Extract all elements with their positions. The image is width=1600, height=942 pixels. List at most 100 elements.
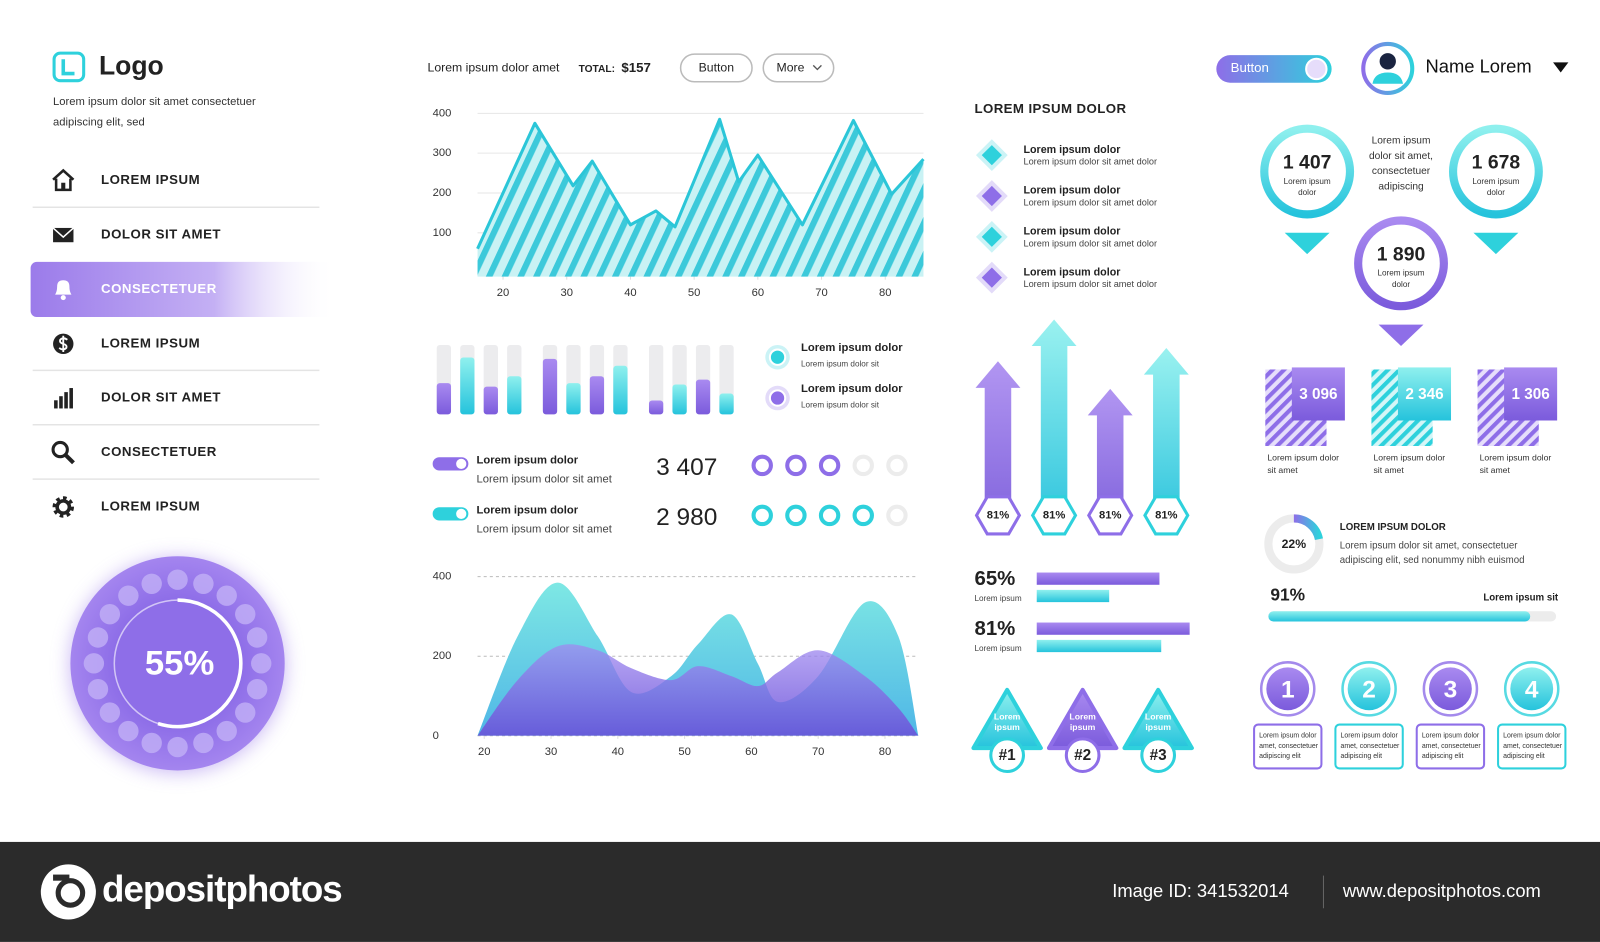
menu-item: CONSECTETUER — [101, 444, 217, 459]
rating-dot — [751, 454, 773, 477]
stat-toggle-knob — [456, 508, 467, 519]
menu-item: CONSECTETUER — [101, 281, 217, 296]
y-tick-label: 300 — [433, 147, 452, 159]
gauge-dot — [167, 736, 188, 758]
pin-pointer — [1473, 232, 1519, 255]
button[interactable] — [762, 53, 835, 83]
tile-value: 1 306 — [1511, 386, 1549, 403]
hbar-text: Lorem ipsum — [974, 644, 1021, 653]
gauge-dot — [246, 678, 268, 700]
button-label[interactable]: More — [777, 61, 805, 75]
toggle-knob — [1305, 57, 1328, 81]
gauge-dot — [83, 653, 105, 674]
gauge-dot — [246, 627, 268, 648]
pin-pointer — [1284, 232, 1330, 255]
tile-text: sit amet — [1373, 465, 1404, 475]
footer-logo — [40, 864, 96, 920]
x-tick-label: 20 — [497, 287, 509, 299]
menu-item: DOLOR SIT AMET — [101, 227, 221, 242]
hbar-secondary — [1036, 639, 1162, 653]
toggle-label[interactable]: Button — [1231, 60, 1269, 75]
menu-item: LOREM IPSUM — [101, 499, 200, 514]
legend-label: Lorem ipsum dolor — [801, 383, 903, 395]
gauge-dot — [99, 603, 121, 625]
list-item-title: Lorem ipsum dolor — [1023, 266, 1120, 278]
stat-title: Lorem ipsum dolor — [477, 454, 579, 466]
stat-toggle-knob — [456, 458, 467, 469]
gauge-dot — [141, 732, 162, 754]
pins-note: consectetuer — [1372, 166, 1431, 177]
step-text: adipiscing elit — [1503, 753, 1545, 760]
badge-label: #2 — [1074, 747, 1091, 764]
step-box — [1497, 723, 1567, 770]
icon-home-door — [61, 182, 66, 190]
badge-circle — [1140, 737, 1177, 774]
bar — [566, 383, 581, 415]
pin-value: 1 890 — [1377, 243, 1426, 265]
header-text: Lorem ipsum dolor amet — [428, 61, 561, 75]
icon-mail-flap — [52, 227, 74, 239]
step-label: 3 — [1444, 676, 1458, 703]
total-value: $157 — [621, 60, 650, 75]
pin-text: dolor — [1298, 188, 1316, 197]
pin — [1448, 124, 1543, 219]
bar — [460, 357, 475, 415]
icon-gear-body — [55, 499, 72, 515]
bar — [542, 358, 558, 415]
gauge-dot — [118, 585, 139, 606]
x-tick-label: 70 — [815, 287, 827, 299]
step-text: Lorem ipsum dolor — [1503, 733, 1561, 740]
step-text: amet, consectetuer — [1503, 743, 1563, 750]
x-tick-label: 30 — [545, 746, 557, 758]
rating-dot — [852, 504, 874, 527]
pins-note: dolor sit amet, — [1369, 151, 1433, 162]
bar — [589, 376, 605, 415]
arrow-label: 81% — [987, 509, 1009, 521]
avatar-head — [1379, 53, 1396, 70]
step-label: 2 — [1362, 676, 1376, 703]
list-item-text: Lorem ipsum dolor sit amet dolor — [1023, 157, 1157, 167]
gauge-dot — [216, 585, 237, 606]
gauge-label: 55% — [145, 645, 214, 683]
badge-text: ipsum — [1070, 722, 1096, 732]
list-item-title: Lorem ipsum dolor — [1023, 226, 1120, 238]
gauge-dot — [193, 732, 214, 754]
bar — [436, 383, 452, 415]
button-label[interactable]: Button — [699, 61, 735, 75]
tagline: adipiscing elit, sed — [53, 116, 145, 128]
menu-item: LOREM IPSUM — [101, 335, 200, 350]
logo-icon — [52, 51, 86, 83]
badge-text: ipsum — [1145, 722, 1171, 732]
pins-note: Lorem ipsum — [1372, 136, 1431, 147]
step-text: adipiscing elit — [1341, 753, 1383, 760]
button[interactable] — [679, 53, 753, 83]
bar — [483, 386, 498, 415]
step-box — [1253, 723, 1323, 770]
avatar-body — [1372, 72, 1404, 84]
y-tick-label: 0 — [433, 730, 439, 742]
x-tick-label: 40 — [624, 287, 636, 299]
arrow-label: 81% — [1099, 509, 1121, 521]
gauge-dot — [235, 702, 256, 723]
legend-label: Lorem ipsum dolor — [801, 342, 903, 354]
step-text: Lorem ipsum dolor — [1341, 733, 1399, 740]
icon-bars — [59, 396, 63, 409]
hbar — [1036, 622, 1190, 635]
step-text: amet, consectetuer — [1341, 743, 1401, 750]
pin-pointer — [1378, 324, 1424, 346]
icon-gear — [52, 496, 74, 518]
logo-icon-mark — [61, 59, 75, 76]
icon-bars — [54, 400, 58, 409]
user-caret[interactable] — [1553, 62, 1569, 73]
badge-text: Lorem — [1145, 712, 1172, 722]
gauge — [70, 556, 285, 771]
stat-title: Lorem ipsum dolor — [477, 504, 579, 516]
arrow-badge — [1087, 495, 1134, 536]
toggle-button[interactable] — [1216, 55, 1332, 83]
step — [1428, 667, 1472, 711]
donut-title: LOREM IPSUM DOLOR — [1340, 522, 1446, 533]
arrow — [1031, 319, 1077, 503]
tile — [1397, 367, 1452, 421]
tile — [1504, 367, 1558, 421]
arrow — [1087, 388, 1133, 503]
